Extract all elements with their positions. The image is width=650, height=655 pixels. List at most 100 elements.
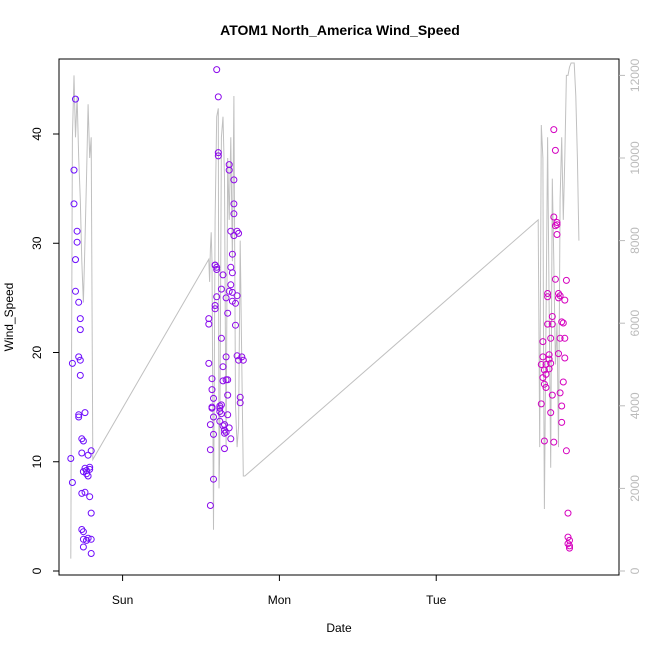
data-point xyxy=(76,356,84,364)
y2-tick-label: 8000 xyxy=(628,227,642,254)
data-point xyxy=(544,293,552,301)
y-tick-label: 40 xyxy=(30,127,44,141)
data-point xyxy=(87,535,95,543)
data-point xyxy=(556,389,564,397)
y-tick-label: 0 xyxy=(30,567,44,574)
data-point xyxy=(79,543,87,551)
data-point xyxy=(205,359,213,367)
data-point xyxy=(73,227,81,235)
data-point xyxy=(547,409,555,417)
data-point xyxy=(544,320,552,328)
data-point xyxy=(214,152,222,160)
data-point xyxy=(224,376,232,384)
data-point xyxy=(216,408,224,415)
data-point xyxy=(219,377,227,385)
data-point xyxy=(551,222,559,230)
data-point xyxy=(230,210,238,218)
data-point xyxy=(555,290,562,297)
y-tick-label: 10 xyxy=(30,455,44,469)
data-point xyxy=(547,359,555,367)
data-point xyxy=(227,281,235,289)
data-point xyxy=(553,231,561,238)
data-point xyxy=(561,296,569,304)
data-point xyxy=(84,472,92,480)
data-point xyxy=(210,430,217,438)
data-point xyxy=(545,351,553,359)
data-point xyxy=(537,400,545,408)
data-point xyxy=(72,256,79,264)
data-point xyxy=(550,213,558,221)
plot-frame xyxy=(58,58,620,576)
data-point xyxy=(566,544,573,552)
data-point xyxy=(208,404,216,412)
data-point xyxy=(211,261,219,269)
data-point xyxy=(76,326,84,334)
y-tick-label: 20 xyxy=(30,346,44,360)
data-point xyxy=(235,229,243,237)
data-point xyxy=(537,361,545,368)
data-point xyxy=(213,293,221,301)
data-point xyxy=(213,266,221,273)
data-point xyxy=(539,353,547,361)
data-point xyxy=(73,238,81,246)
data-point xyxy=(539,338,547,346)
data-point xyxy=(561,354,569,362)
data-point xyxy=(562,276,570,284)
data-point xyxy=(79,535,87,543)
data-point xyxy=(208,386,216,394)
y-tick-label: 30 xyxy=(30,236,44,250)
data-point xyxy=(230,200,238,208)
data-point xyxy=(87,447,95,455)
data-point xyxy=(217,334,225,342)
data-point xyxy=(553,219,561,226)
x-tick-label: Sun xyxy=(112,593,133,607)
data-point xyxy=(224,309,232,317)
data-point xyxy=(548,320,556,328)
data-point xyxy=(561,334,569,342)
data-point xyxy=(228,288,236,296)
y-axis: 0 10 20 30 40 xyxy=(30,127,59,574)
data-point xyxy=(213,263,221,271)
data-point xyxy=(78,435,86,443)
data-point xyxy=(72,95,79,103)
data-point xyxy=(228,269,236,277)
data-point xyxy=(222,294,230,302)
data-point xyxy=(78,489,86,497)
data-point xyxy=(233,352,241,360)
secondary-line-layer xyxy=(70,62,580,559)
data-point xyxy=(75,413,83,421)
data-point xyxy=(87,550,95,557)
y2-tick-label: 6000 xyxy=(628,310,642,337)
data-point xyxy=(562,447,570,455)
data-point xyxy=(217,401,225,409)
data-point xyxy=(67,455,75,462)
data-point xyxy=(68,479,76,486)
data-point xyxy=(76,371,84,379)
data-point xyxy=(70,166,78,174)
data-point xyxy=(566,542,573,550)
data-point xyxy=(81,488,89,496)
data-point xyxy=(219,422,227,430)
y2-tick-label: 0 xyxy=(628,567,642,574)
data-point xyxy=(210,413,217,421)
x-axis: Sun Mon Tue xyxy=(112,575,447,607)
data-point xyxy=(70,200,78,208)
data-point xyxy=(227,435,235,443)
data-point xyxy=(548,391,556,399)
y2-tick-label: 4000 xyxy=(628,392,642,419)
data-point xyxy=(564,533,572,541)
data-point xyxy=(78,449,86,457)
data-point xyxy=(75,353,83,361)
data-point xyxy=(214,149,222,157)
data-point xyxy=(221,421,228,429)
data-point xyxy=(222,353,230,361)
y2-tick-label: 12000 xyxy=(628,58,642,92)
data-point xyxy=(542,370,550,378)
data-point xyxy=(72,287,79,295)
data-point xyxy=(86,493,94,501)
data-point xyxy=(545,355,553,363)
data-point xyxy=(75,298,83,306)
data-point xyxy=(553,221,561,229)
data-point xyxy=(548,313,556,320)
